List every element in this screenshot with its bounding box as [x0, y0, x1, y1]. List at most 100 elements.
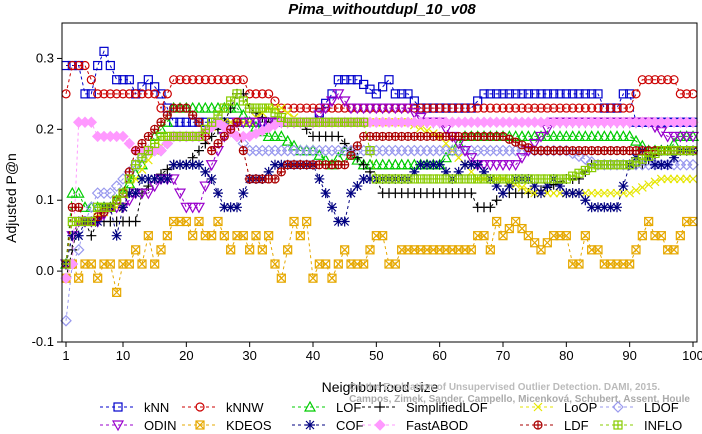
- legend-marker: [374, 419, 386, 431]
- data-point: [542, 181, 553, 192]
- data-point: [656, 174, 666, 184]
- data-point: [226, 245, 236, 255]
- data-point: [257, 245, 267, 255]
- data-point: [593, 245, 603, 255]
- data-point: [689, 146, 697, 155]
- data-point: [428, 245, 438, 255]
- data-point: [517, 89, 527, 99]
- data-point: [416, 245, 426, 255]
- data-point: [466, 245, 476, 255]
- legend-label: LDOF: [644, 400, 679, 415]
- data-point: [194, 159, 204, 170]
- data-point: [233, 89, 241, 98]
- data-point: [498, 103, 508, 113]
- data-point: [422, 159, 432, 170]
- data-point: [390, 259, 400, 269]
- data-point: [173, 188, 187, 200]
- data-point: [112, 287, 122, 297]
- data-point: [118, 202, 128, 213]
- data-point: [106, 203, 115, 212]
- data-point: [687, 158, 699, 171]
- data-point: [187, 159, 198, 170]
- data-point: [213, 75, 223, 85]
- data-point: [321, 259, 331, 269]
- data-point: [644, 180, 654, 190]
- y-tick-label: 0.3: [36, 50, 54, 65]
- data-point: [485, 245, 495, 255]
- data-point: [233, 118, 241, 127]
- data-point: [403, 89, 413, 99]
- data-point: [333, 131, 344, 142]
- data-point: [561, 103, 571, 113]
- data-point: [168, 159, 179, 170]
- legend-item-knnw: kNNW: [182, 400, 264, 415]
- data-point: [86, 259, 96, 269]
- data-point: [587, 103, 597, 113]
- data-point: [587, 188, 597, 198]
- legend-item-fastabod: FastABOD: [362, 418, 468, 433]
- x-tick-label: 70: [496, 348, 510, 363]
- data-point: [346, 75, 356, 85]
- data-point: [618, 259, 628, 269]
- data-point: [549, 188, 559, 198]
- data-point: [339, 216, 350, 227]
- data-point: [680, 131, 693, 143]
- data-point: [479, 103, 489, 113]
- data-point: [262, 130, 275, 142]
- data-point: [86, 89, 96, 99]
- data-point: [401, 158, 415, 170]
- data-point: [156, 245, 166, 255]
- data-point: [434, 159, 445, 170]
- data-point: [359, 259, 369, 269]
- data-point: [504, 181, 515, 192]
- x-tick-label: 10: [116, 348, 130, 363]
- data-point: [225, 202, 236, 213]
- y-tick-label: 0.1: [36, 192, 54, 207]
- data-point: [460, 103, 470, 113]
- data-point: [112, 196, 121, 205]
- data-point: [542, 89, 552, 99]
- data-point: [359, 259, 369, 269]
- data-point: [175, 216, 185, 227]
- data-point: [124, 75, 134, 85]
- data-point: [378, 231, 388, 241]
- data-point: [320, 188, 331, 199]
- legend-item-odin: ODIN: [100, 418, 177, 433]
- data-point: [175, 159, 185, 170]
- data-point: [409, 166, 420, 177]
- data-point: [118, 89, 128, 99]
- data-point: [188, 111, 197, 120]
- data-point: [219, 75, 229, 85]
- data-point: [384, 259, 394, 269]
- data-point: [150, 139, 159, 148]
- data-point: [579, 153, 592, 165]
- data-point: [162, 164, 173, 175]
- data-point: [485, 89, 495, 99]
- data-point: [599, 259, 609, 269]
- data-point: [251, 231, 261, 241]
- data-point: [484, 160, 497, 172]
- data-point: [162, 231, 172, 241]
- data-point: [587, 89, 597, 99]
- data-point: [454, 103, 464, 113]
- data-point: [637, 183, 647, 192]
- data-point: [119, 189, 127, 198]
- data-point: [219, 231, 229, 241]
- data-point: [542, 188, 552, 198]
- data-point: [422, 245, 432, 255]
- data-point: [313, 110, 326, 122]
- data-point: [213, 216, 223, 227]
- data-point: [325, 96, 339, 108]
- data-point: [340, 160, 349, 169]
- legend-item-ldof: LDOF: [600, 400, 679, 415]
- data-point: [137, 259, 147, 269]
- data-point: [536, 89, 546, 99]
- data-point: [498, 89, 508, 99]
- data-point: [663, 174, 673, 184]
- data-point: [181, 75, 191, 85]
- data-point: [302, 216, 312, 227]
- data-point: [117, 130, 129, 143]
- data-point: [555, 103, 565, 113]
- data-point: [276, 273, 286, 283]
